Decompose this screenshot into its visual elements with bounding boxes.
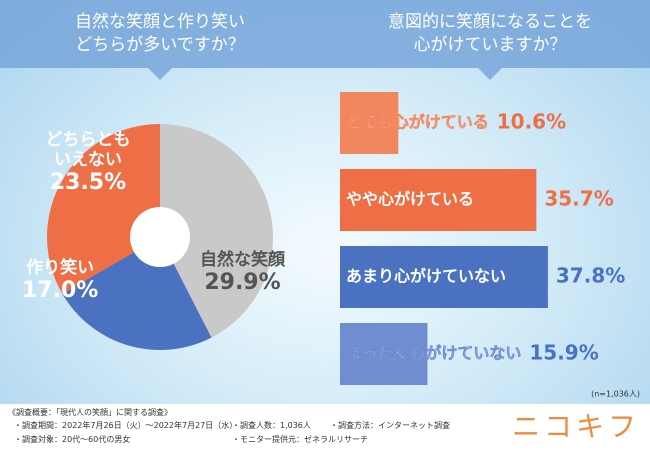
slice-value: 29.9% — [204, 270, 281, 295]
footer-heading: 《調査概要：「現代人の笑顔」に関する調査》 — [8, 408, 172, 417]
footer-item: ・調査方法：インターネット調査 — [330, 421, 450, 430]
pie-slice — [46, 124, 160, 294]
slice-value: 23.5% — [49, 170, 127, 195]
bar — [340, 323, 428, 385]
bar-label: まったく心がけていない — [346, 344, 521, 363]
value-label: 37.8% — [556, 264, 625, 288]
slice-name: 作り笑い — [26, 258, 95, 278]
pointer — [148, 68, 172, 80]
pie-slice — [62, 237, 212, 351]
pointer — [478, 68, 502, 80]
value-label: 15.9% — [529, 341, 598, 365]
title-band — [0, 0, 650, 68]
bar — [340, 246, 548, 308]
slice-value: 17.0% — [22, 278, 99, 303]
slice-name: 自然な笑顔 — [200, 250, 285, 270]
title: 心がけていますか？ — [414, 35, 567, 55]
value-label: 35.7% — [544, 187, 613, 211]
bar-label: とても心がけている — [346, 113, 489, 132]
pie-slice — [160, 124, 274, 338]
title: 自然な笑顔と作り笑い — [75, 12, 245, 32]
slice-label: 自然な笑顔 29.9% — [200, 250, 285, 296]
slice-label: 作り笑い 17.0% — [22, 258, 98, 304]
bar-label: やや心がけている — [346, 190, 474, 209]
bar-label: あまり心がけていない — [346, 267, 506, 286]
bar — [340, 92, 399, 154]
note: (n=1,036人) — [591, 390, 640, 399]
footer-band — [0, 404, 650, 450]
pie-hole — [130, 207, 190, 267]
title: どちらが多いですか？ — [75, 35, 245, 55]
footer-item: ・モニター提供元：ゼネラルリサーチ — [232, 435, 368, 444]
bar — [340, 169, 537, 231]
value-label: 10.6% — [497, 110, 566, 134]
logo: ニコキフ — [512, 410, 640, 443]
slice-name: どちらともいえない — [45, 130, 131, 170]
footer-item: ・調査対象：20代～60代の男女 — [14, 435, 131, 444]
footer-item: ・調査期間：2022年7月26日（火）～2022年7月27日（水） — [14, 421, 238, 430]
title: 意図的に笑顔になることを — [388, 12, 592, 32]
slice-label: どちらともいえない 23.5% — [38, 130, 138, 196]
footer-item: ・調査人数：1,036人 — [232, 421, 311, 430]
